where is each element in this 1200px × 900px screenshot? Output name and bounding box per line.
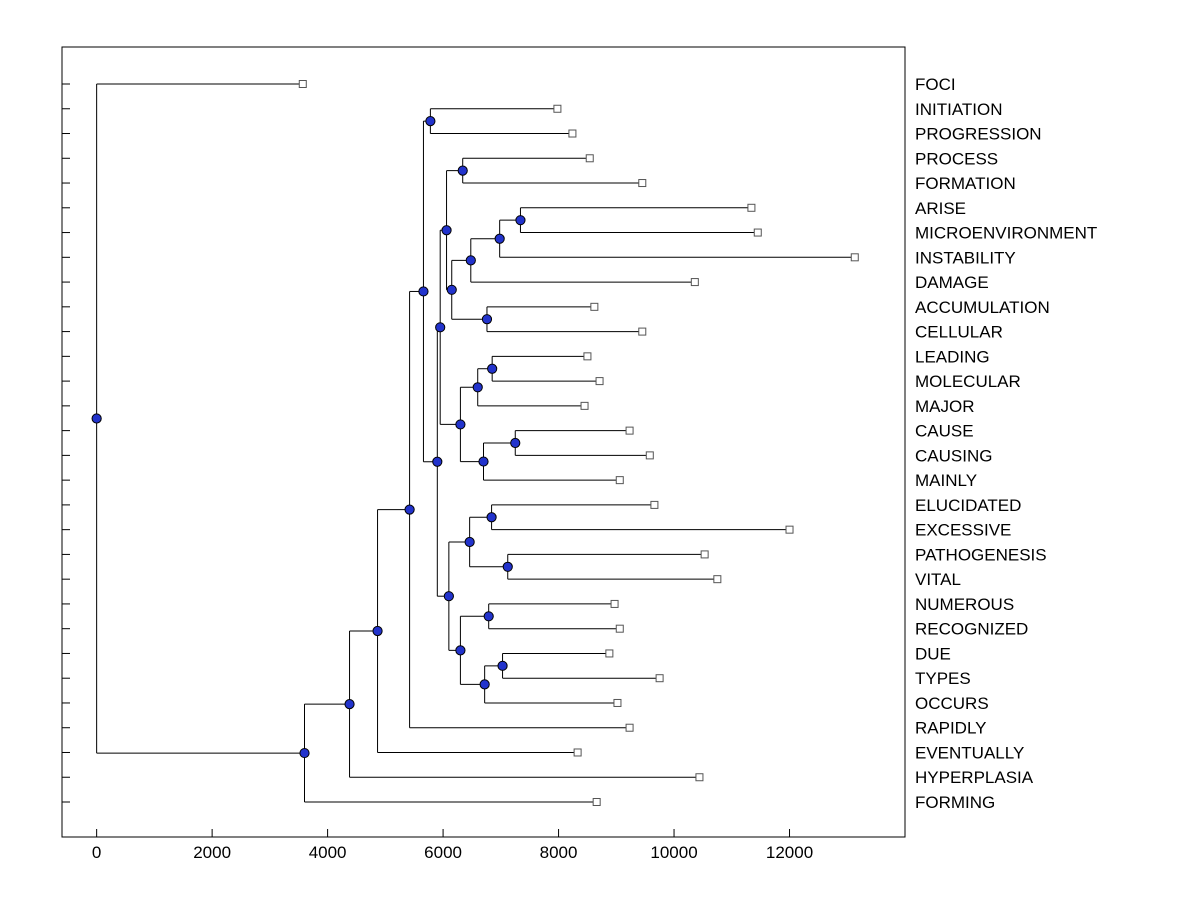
merge-node-marker bbox=[481, 314, 493, 325]
leaf-label: FOCI bbox=[915, 75, 956, 94]
x-tick-label: 0 bbox=[92, 843, 101, 862]
plot-frame bbox=[61, 46, 906, 838]
leaf-marker bbox=[595, 377, 604, 386]
leaf-label: OCCURS bbox=[915, 694, 989, 713]
merge-node-marker bbox=[446, 284, 457, 295]
leaf-label: MAINLY bbox=[915, 471, 977, 490]
leaf-label: ELUCIDATED bbox=[915, 496, 1021, 515]
leaf-marker bbox=[625, 426, 634, 435]
leaf-marker bbox=[580, 401, 589, 410]
leaf-marker bbox=[645, 451, 654, 460]
x-tick-label: 12000 bbox=[766, 843, 813, 862]
leaf-label: CELLULAR bbox=[915, 323, 1003, 342]
merge-node-marker bbox=[418, 286, 429, 297]
leaf-marker bbox=[573, 748, 582, 757]
leaf-label: DUE bbox=[915, 644, 951, 663]
merge-node-marker bbox=[487, 363, 498, 374]
leaf-marker bbox=[613, 698, 622, 707]
x-tick-label: 10000 bbox=[650, 843, 697, 862]
leaf-label: EXCESSIVE bbox=[915, 521, 1011, 540]
merge-node-marker bbox=[432, 456, 443, 467]
leaf-marker bbox=[655, 674, 664, 683]
leaf-marker bbox=[747, 203, 756, 212]
leaf-marker bbox=[590, 302, 599, 311]
merge-node-marker bbox=[299, 747, 310, 759]
x-tick-label: 6000 bbox=[424, 843, 462, 862]
x-tick-label: 8000 bbox=[540, 843, 578, 862]
leaf-marker bbox=[615, 624, 624, 633]
leaf-label: CAUSE bbox=[915, 422, 974, 441]
leaf-label: FORMING bbox=[915, 793, 995, 812]
x-tick-label: 2000 bbox=[193, 843, 231, 862]
merge-node-marker bbox=[502, 561, 513, 572]
leaf-marker bbox=[615, 476, 624, 485]
leaf-label: MICROENVIRONMENT bbox=[915, 224, 1097, 243]
merge-node-marker bbox=[486, 512, 497, 523]
leaf-marker bbox=[585, 154, 594, 163]
leaf-label: RAPIDLY bbox=[915, 719, 987, 738]
merge-node-marker bbox=[455, 645, 466, 656]
leaf-label: INSTABILITY bbox=[915, 248, 1016, 267]
leaf-label: PATHOGENESIS bbox=[915, 545, 1047, 564]
merge-node-marker bbox=[497, 660, 508, 671]
leaf-label: ACCUMULATION bbox=[915, 298, 1050, 317]
leaf-label: INITIATION bbox=[915, 100, 1003, 119]
merge-node-marker bbox=[344, 699, 355, 710]
merge-node-marker bbox=[425, 116, 436, 127]
leaf-label: PROGRESSION bbox=[915, 125, 1042, 144]
leaf-marker bbox=[605, 649, 614, 658]
leaf-label: NUMEROUS bbox=[915, 595, 1014, 614]
leaf-marker bbox=[298, 80, 307, 88]
x-tick-label: 4000 bbox=[309, 843, 347, 862]
leaf-marker bbox=[638, 327, 647, 336]
leaf-marker bbox=[695, 773, 704, 782]
merge-node-marker bbox=[441, 225, 452, 236]
merge-node-marker bbox=[435, 322, 446, 333]
leaf-marker bbox=[690, 278, 699, 287]
leaf-label: TYPES bbox=[915, 669, 971, 688]
leaf-marker bbox=[650, 500, 659, 509]
leaf-marker bbox=[553, 104, 562, 113]
merge-node-marker bbox=[494, 233, 505, 244]
merge-node-marker bbox=[479, 679, 490, 690]
leaf-marker bbox=[700, 550, 709, 559]
leaf-label: EVENTUALLY bbox=[915, 743, 1024, 762]
merge-node-marker bbox=[457, 165, 468, 176]
leaf-label: MOLECULAR bbox=[915, 372, 1021, 391]
merge-node-marker bbox=[478, 456, 489, 467]
leaf-marker bbox=[785, 525, 794, 534]
leaf-marker bbox=[592, 797, 601, 806]
merge-node-marker bbox=[372, 625, 383, 637]
leaf-marker bbox=[713, 575, 722, 584]
leaf-marker bbox=[625, 723, 634, 732]
merge-node-marker bbox=[443, 591, 454, 602]
merge-node-marker bbox=[483, 611, 494, 622]
leaf-label: RECOGNIZED bbox=[915, 620, 1028, 639]
merge-node-marker bbox=[464, 536, 475, 548]
merge-node-marker bbox=[404, 504, 415, 515]
merge-node-marker bbox=[510, 437, 521, 449]
leaf-marker bbox=[753, 228, 762, 237]
leaf-label: FORMATION bbox=[915, 174, 1016, 193]
leaf-label: ARISE bbox=[915, 199, 966, 218]
leaf-marker bbox=[568, 129, 577, 138]
leaf-label: CAUSING bbox=[915, 446, 992, 465]
merge-node-marker bbox=[515, 215, 526, 226]
merge-node-marker bbox=[465, 255, 476, 266]
leaf-marker bbox=[850, 253, 859, 262]
leaf-marker bbox=[583, 352, 592, 361]
leaf-label: VITAL bbox=[915, 570, 961, 589]
leaf-marker bbox=[638, 179, 647, 188]
merge-node-marker bbox=[472, 382, 483, 393]
leaf-label: LEADING bbox=[915, 347, 990, 366]
merge-node-marker bbox=[91, 413, 102, 424]
leaf-label: HYPERPLASIA bbox=[915, 768, 1034, 787]
leaf-label: PROCESS bbox=[915, 149, 998, 168]
merge-node-marker bbox=[455, 419, 466, 430]
leaf-label: DAMAGE bbox=[915, 273, 989, 292]
leaf-label: MAJOR bbox=[915, 397, 975, 416]
leaf-marker bbox=[610, 599, 619, 608]
